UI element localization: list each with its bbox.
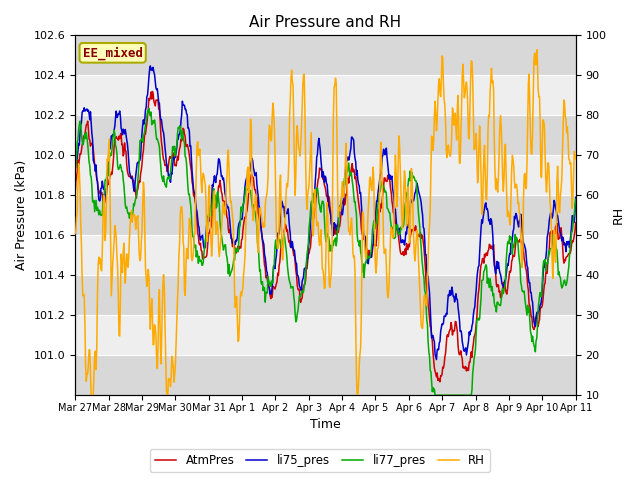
Legend: AtmPres, li75_pres, li77_pres, RH: AtmPres, li75_pres, li77_pres, RH bbox=[150, 449, 490, 472]
li77_pres bbox=[71, 167, 79, 173]
AtmPres bbox=[572, 220, 580, 226]
AtmPres bbox=[184, 142, 191, 147]
li75_pres bbox=[147, 63, 154, 69]
AtmPres bbox=[210, 202, 218, 208]
AtmPres bbox=[401, 246, 409, 252]
AtmPres bbox=[81, 132, 88, 138]
Line: li75_pres: li75_pres bbox=[75, 66, 576, 360]
li77_pres bbox=[572, 196, 580, 202]
li75_pres bbox=[81, 105, 88, 111]
Line: li77_pres: li77_pres bbox=[75, 108, 576, 395]
RH bbox=[209, 218, 217, 224]
li77_pres bbox=[401, 202, 409, 207]
Bar bbox=[75, 156, 576, 195]
Bar bbox=[75, 315, 576, 355]
Bar bbox=[75, 75, 576, 115]
RH bbox=[387, 234, 394, 240]
Bar bbox=[75, 235, 576, 275]
RH bbox=[533, 47, 541, 53]
AtmPres bbox=[148, 89, 156, 95]
Line: AtmPres: AtmPres bbox=[75, 92, 576, 382]
li75_pres bbox=[387, 177, 394, 182]
X-axis label: Time: Time bbox=[310, 419, 341, 432]
li75_pres bbox=[401, 238, 409, 243]
AtmPres bbox=[71, 192, 79, 198]
Line: RH: RH bbox=[75, 50, 576, 395]
RH bbox=[71, 231, 79, 237]
li77_pres bbox=[145, 106, 153, 111]
RH bbox=[572, 156, 580, 162]
li77_pres bbox=[81, 135, 88, 141]
AtmPres bbox=[436, 379, 444, 384]
li75_pres bbox=[572, 194, 580, 200]
Y-axis label: RH: RH bbox=[612, 206, 625, 224]
li77_pres bbox=[387, 218, 394, 224]
li75_pres bbox=[433, 357, 440, 362]
Text: EE_mixed: EE_mixed bbox=[83, 46, 143, 60]
Title: Air Pressure and RH: Air Pressure and RH bbox=[250, 15, 401, 30]
li75_pres bbox=[210, 179, 218, 184]
RH bbox=[132, 226, 140, 232]
li77_pres bbox=[132, 195, 140, 201]
li77_pres bbox=[431, 392, 439, 398]
RH bbox=[353, 392, 361, 398]
AtmPres bbox=[387, 186, 394, 192]
RH bbox=[81, 292, 88, 298]
RH bbox=[401, 174, 409, 180]
AtmPres bbox=[132, 191, 140, 197]
li75_pres bbox=[132, 173, 140, 179]
li75_pres bbox=[71, 166, 79, 172]
li77_pres bbox=[210, 186, 218, 192]
Y-axis label: Air Pressure (kPa): Air Pressure (kPa) bbox=[15, 160, 28, 270]
RH bbox=[182, 246, 190, 252]
li77_pres bbox=[184, 172, 191, 178]
li75_pres bbox=[184, 112, 191, 118]
